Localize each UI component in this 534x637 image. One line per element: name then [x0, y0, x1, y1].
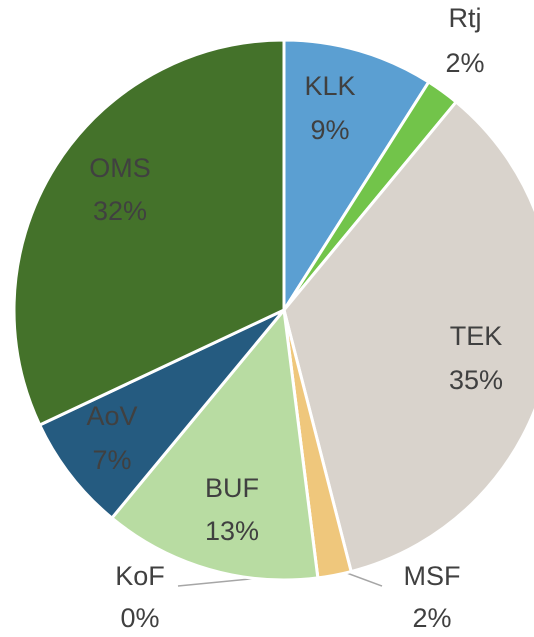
slice-label: Rtj: [449, 3, 482, 33]
slice-label: KLK: [304, 71, 355, 101]
slice-value: 13%: [205, 516, 259, 546]
slice-label: MSF: [404, 561, 461, 591]
slice-value: 9%: [310, 115, 349, 145]
slice-value: 35%: [449, 365, 503, 395]
slice-label: AoV: [86, 401, 137, 431]
slice-value: 32%: [93, 196, 147, 226]
pie-slice: [109, 306, 320, 582]
pie-slice: [282, 99, 534, 574]
slice-label: OMS: [89, 153, 151, 183]
pie-slice: [12, 38, 286, 427]
slice-value: 7%: [92, 445, 131, 475]
slice-value: 0%: [120, 603, 159, 633]
pie-slice: [37, 308, 286, 521]
pie-slice: [282, 38, 431, 316]
slice-label: KoF: [115, 561, 165, 591]
slice-value: 2%: [445, 48, 484, 78]
slice-value: 2%: [412, 603, 451, 633]
slice-label: BUF: [205, 473, 259, 503]
slice-label: TEK: [450, 321, 503, 351]
